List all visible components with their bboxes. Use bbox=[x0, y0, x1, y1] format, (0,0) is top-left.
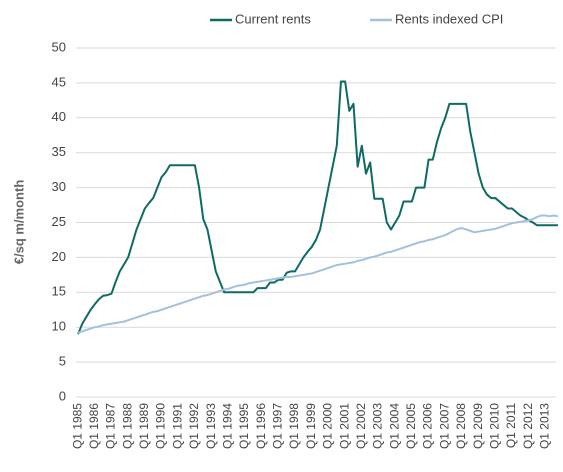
x-tick-label: Q1 2007 bbox=[437, 403, 451, 449]
y-tick-label: 5 bbox=[59, 354, 66, 369]
x-tick-label: Q1 2010 bbox=[487, 403, 501, 449]
x-tick-label: Q1 1991 bbox=[170, 403, 184, 449]
x-tick-label: Q1 1997 bbox=[271, 403, 285, 449]
x-tick-label: Q1 1990 bbox=[154, 403, 168, 449]
x-tick-label: Q1 2004 bbox=[387, 403, 401, 449]
y-tick-label: 50 bbox=[52, 39, 66, 54]
y-tick-label: 40 bbox=[52, 109, 66, 124]
x-tick-label: Q1 1985 bbox=[70, 403, 84, 449]
x-tick-label: Q1 1996 bbox=[254, 403, 268, 449]
series-line bbox=[77, 214, 559, 334]
x-tick-label: Q1 1995 bbox=[237, 403, 251, 449]
x-tick-label: Q1 1998 bbox=[287, 403, 301, 449]
x-tick-label: Q1 2012 bbox=[521, 403, 535, 449]
x-tick-label: Q1 1987 bbox=[104, 403, 118, 449]
legend-label: Rents indexed CPI bbox=[395, 11, 503, 26]
x-tick-label: Q1 2006 bbox=[421, 403, 435, 449]
y-axis-title: €/sq m/month bbox=[11, 180, 26, 265]
legend-label: Current rents bbox=[235, 11, 311, 26]
y-tick-label: 25 bbox=[52, 214, 66, 229]
x-tick-label: Q1 2005 bbox=[404, 403, 418, 449]
x-tick-label: Q1 1994 bbox=[220, 403, 234, 449]
y-tick-label: 45 bbox=[52, 74, 66, 89]
x-tick-label: Q1 1986 bbox=[87, 403, 101, 449]
y-tick-label: 0 bbox=[59, 388, 66, 403]
x-tick-label: Q1 2008 bbox=[454, 403, 468, 449]
x-tick-label: Q1 2001 bbox=[337, 403, 351, 449]
x-tick-label: Q1 1989 bbox=[137, 403, 151, 449]
y-tick-label: 10 bbox=[52, 319, 66, 334]
x-tick-label: Q1 2013 bbox=[538, 403, 552, 449]
x-tick-label: Q1 1988 bbox=[120, 403, 134, 449]
x-tick-label: Q1 1999 bbox=[304, 403, 318, 449]
x-tick-label: Q1 2003 bbox=[371, 403, 385, 449]
x-tick-label: Q1 2011 bbox=[504, 403, 518, 448]
y-tick-label: 30 bbox=[52, 179, 66, 194]
y-tick-label: 20 bbox=[52, 249, 66, 264]
series-line bbox=[77, 80, 558, 335]
x-tick-label: Q1 1992 bbox=[187, 403, 201, 449]
y-tick-label: 15 bbox=[52, 284, 66, 299]
x-tick-label: Q1 2000 bbox=[321, 403, 335, 449]
x-tick-label: Q1 2009 bbox=[471, 403, 485, 449]
x-tick-label: Q1 2002 bbox=[354, 403, 368, 449]
y-tick-label: 35 bbox=[52, 144, 66, 159]
x-tick-label: Q1 1993 bbox=[204, 403, 218, 449]
